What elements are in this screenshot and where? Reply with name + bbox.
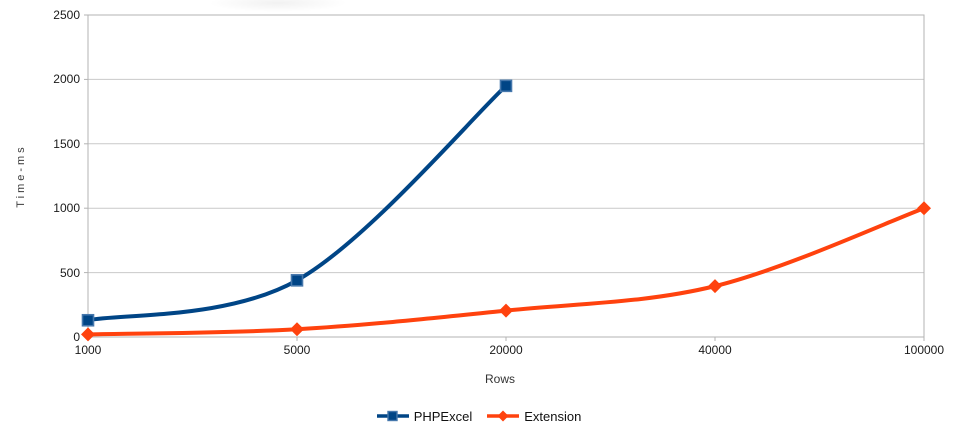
- legend-label-extension: Extension: [524, 408, 582, 424]
- legend-item-phpexcel: PHPExcel: [376, 408, 473, 424]
- page-top-shadow-artifact: [208, 0, 348, 12]
- y-tick-label: 1000: [53, 201, 80, 216]
- legend-marker-extension: [487, 410, 520, 422]
- legend-diamond-marker: [497, 410, 509, 422]
- x-tick-label: 20000: [489, 343, 523, 357]
- x-tick-label: 5000: [283, 343, 311, 357]
- legend: PHPExcel Extension: [0, 406, 957, 426]
- y-tick-label: 500: [59, 265, 80, 280]
- legend-label-phpexcel: PHPExcel: [413, 408, 473, 424]
- y-tick-label: 1500: [53, 136, 80, 151]
- legend-marker-phpexcel: [376, 410, 409, 422]
- legend-square-marker: [386, 410, 398, 422]
- data-point-square: [499, 79, 513, 93]
- data-point-diamond: [917, 201, 931, 216]
- plot-border: [87, 14, 925, 338]
- data-point-square: [290, 274, 304, 287]
- x-tick-label: 1000: [74, 343, 102, 357]
- data-point-diamond: [708, 279, 722, 294]
- y-tick-label: 2500: [53, 8, 80, 22]
- y-axis-title: Time-ms: [15, 144, 27, 208]
- data-point-square: [81, 313, 95, 327]
- x-tick-label: 100000: [903, 343, 945, 357]
- y-tick-label: 2000: [53, 72, 80, 87]
- legend-item-extension: Extension: [486, 409, 581, 424]
- data-point-diamond: [499, 303, 513, 318]
- data-point-diamond: [290, 322, 304, 337]
- y-tick-label: 0: [73, 330, 80, 344]
- x-tick-label: 40000: [698, 343, 732, 357]
- x-axis-title: Rows: [484, 372, 516, 386]
- data-point-diamond: [81, 327, 95, 342]
